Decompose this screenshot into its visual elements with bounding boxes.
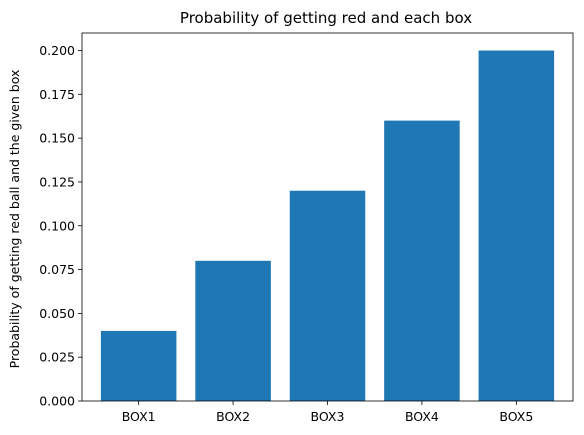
bar-box4 bbox=[384, 120, 460, 401]
chart-title: Probability of getting red and each box bbox=[180, 9, 472, 27]
y-tick-label: 0.200 bbox=[39, 43, 75, 58]
y-tick-label: 0.025 bbox=[39, 350, 75, 365]
plot-area: BOX1 BOX2 BOX3 BOX4 BOX5 0.000 0.025 0.050 0.075… bbox=[39, 32, 574, 424]
y-tick-label: 0.100 bbox=[39, 218, 75, 233]
bar-box2 bbox=[195, 260, 271, 401]
bar-box1 bbox=[100, 330, 177, 401]
x-tick-label: BOX1 bbox=[122, 409, 156, 424]
x-tick-label: BOX2 bbox=[216, 409, 250, 424]
y-tick-label: 0.175 bbox=[39, 87, 75, 102]
bar-box3 bbox=[289, 190, 366, 401]
bar-box5 bbox=[478, 50, 555, 402]
x-tick-label: BOX3 bbox=[311, 409, 345, 424]
x-tick-label: BOX5 bbox=[499, 409, 533, 424]
y-tick-label: 0.000 bbox=[39, 394, 75, 409]
x-tick-label: BOX4 bbox=[405, 409, 439, 424]
y-tick-label: 0.075 bbox=[39, 262, 75, 277]
y-tick-label: 0.150 bbox=[39, 131, 75, 146]
y-tick-label: 0.050 bbox=[39, 306, 75, 321]
y-tick-label: 0.125 bbox=[39, 174, 75, 189]
y-axis-label: Probability of getting red ball and the … bbox=[7, 70, 22, 369]
